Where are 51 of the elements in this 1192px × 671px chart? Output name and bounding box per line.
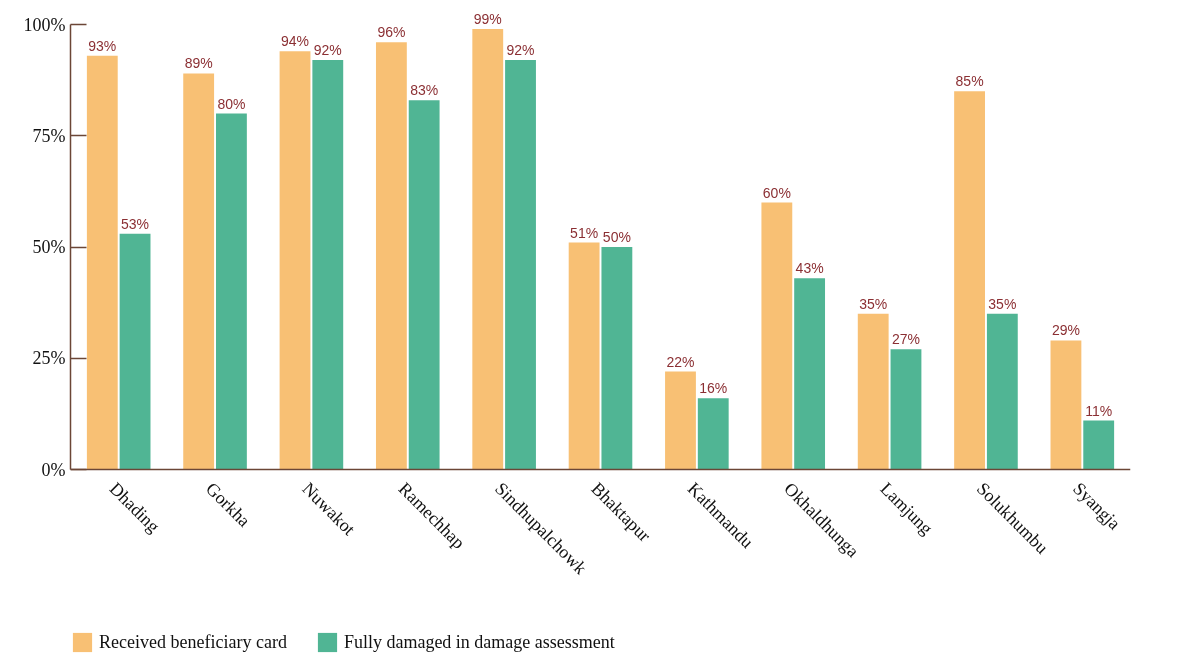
bar — [216, 113, 247, 470]
bar — [761, 202, 793, 470]
data-label: 53% — [121, 215, 150, 232]
data-label: 51% — [570, 224, 599, 241]
bar — [119, 233, 151, 470]
data-label: 89% — [184, 55, 213, 72]
bar — [954, 91, 985, 470]
data-label: 93% — [88, 37, 117, 54]
data-label: 92% — [506, 42, 535, 59]
y-tick-label: 100% — [23, 14, 66, 35]
data-label: 29% — [1051, 322, 1080, 339]
bar — [183, 73, 215, 470]
data-label: 27% — [891, 331, 920, 348]
bar — [86, 55, 118, 470]
data-label: 16% — [699, 380, 728, 397]
data-label: 85% — [955, 73, 984, 90]
data-label: 35% — [859, 295, 888, 312]
bar — [505, 60, 536, 470]
data-label: 60% — [762, 184, 791, 201]
bar — [312, 60, 344, 470]
data-label: 94% — [281, 33, 310, 50]
bar — [375, 42, 407, 470]
bar — [472, 28, 504, 470]
bar — [601, 247, 633, 470]
bar — [986, 313, 1018, 470]
y-tick-label: 50% — [32, 237, 66, 257]
data-label: 92% — [313, 42, 342, 59]
bar — [697, 398, 729, 470]
data-label: 80% — [217, 95, 246, 112]
bar — [1050, 340, 1082, 470]
data-label: 43% — [795, 260, 824, 277]
data-label: 50% — [602, 229, 631, 245]
data-label: 99% — [473, 10, 502, 27]
bar — [794, 278, 826, 470]
bar — [665, 371, 696, 470]
bar — [279, 51, 311, 470]
bar — [408, 100, 440, 470]
y-tick-label: 25% — [32, 348, 66, 369]
legend-label: Received beneficiary card — [99, 631, 287, 653]
data-label: 22% — [666, 353, 695, 370]
data-label: 35% — [988, 295, 1017, 312]
bar — [568, 242, 600, 470]
y-tick-label: 75% — [32, 125, 66, 146]
bar — [1083, 420, 1115, 470]
data-label: 11% — [1085, 402, 1113, 419]
data-label: 83% — [410, 82, 439, 99]
data-label: 96% — [377, 24, 406, 41]
legend-label: Fully damaged in damage assessment — [343, 631, 615, 653]
bar — [890, 349, 922, 470]
y-tick-label: 0% — [41, 459, 66, 480]
bar — [857, 313, 889, 470]
